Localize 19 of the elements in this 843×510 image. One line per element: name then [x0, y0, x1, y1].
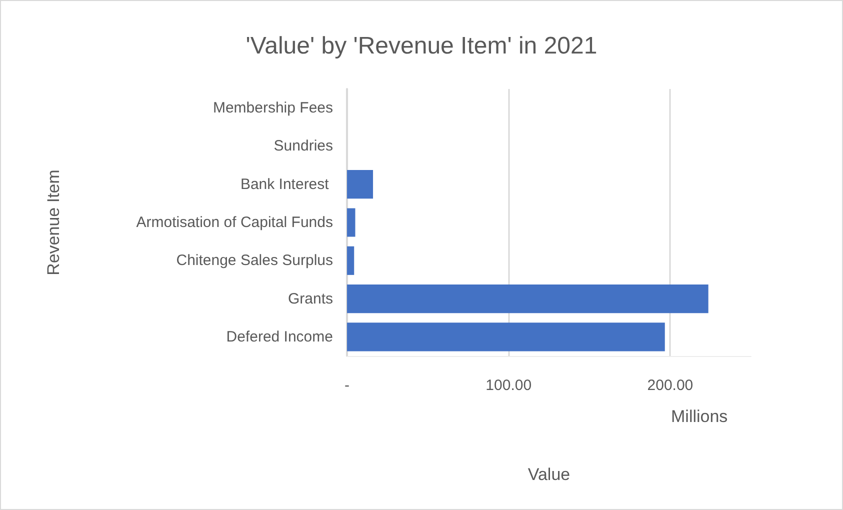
y-tick-label: Bank Interest	[240, 176, 333, 193]
y-tick-label: Armotisation of Capital Funds	[136, 214, 333, 231]
chart-title: 'Value' by 'Revenue Item' in 2021	[246, 32, 598, 60]
x-tick-label: 100.00	[486, 377, 532, 394]
y-axis-title: Revenue Item	[44, 170, 63, 276]
x-tick-label: 200.00	[647, 377, 694, 394]
y-tick-label: Grants	[288, 290, 333, 308]
bar	[347, 322, 665, 352]
x-tick-label: -	[344, 377, 350, 394]
bar	[347, 208, 356, 237]
y-tick-label: Membership Fees	[212, 100, 333, 117]
y-tick-label: Defered Income	[226, 328, 333, 346]
bar	[347, 246, 354, 275]
bar	[347, 170, 374, 199]
x-axis-title: Value	[528, 465, 570, 484]
y-tick-label: Sundries	[274, 138, 333, 155]
bar	[347, 284, 708, 314]
text: Millions	[671, 407, 728, 426]
y-tick-label: Chitenge Sales Surplus	[176, 252, 333, 270]
